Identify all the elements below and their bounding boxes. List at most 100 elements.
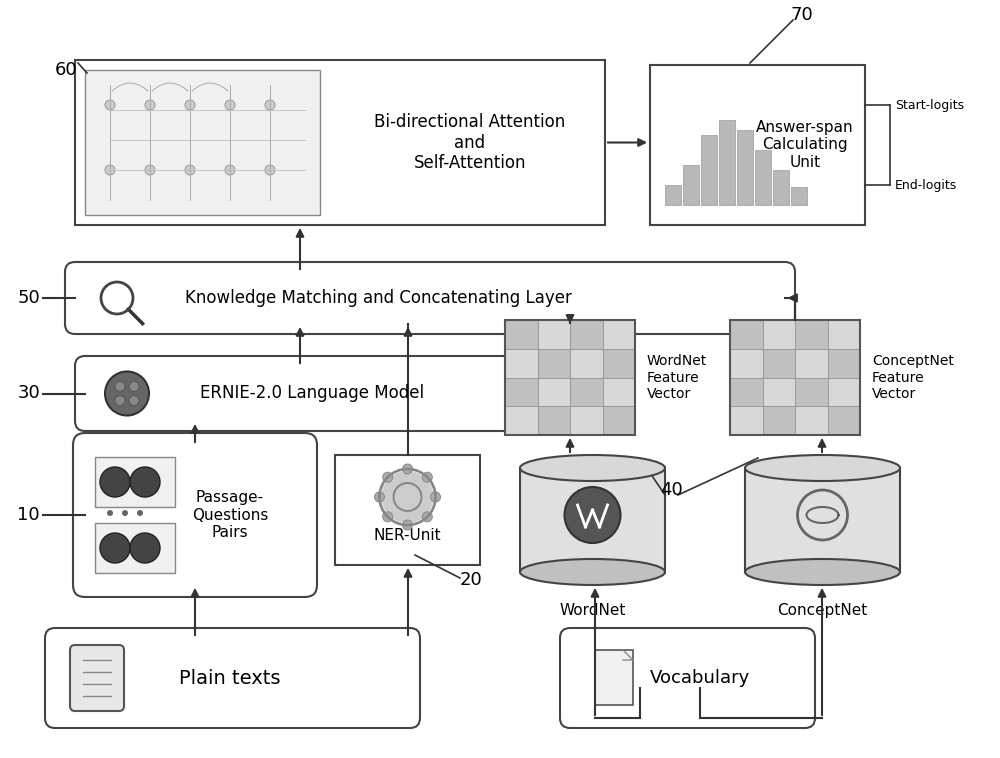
Bar <box>719 120 735 205</box>
Text: Start-logits: Start-logits <box>895 99 964 111</box>
Bar <box>505 320 538 349</box>
Bar <box>570 406 602 435</box>
Circle shape <box>422 512 432 522</box>
Circle shape <box>383 512 393 522</box>
Bar <box>335 455 480 565</box>
Bar <box>75 60 605 225</box>
Bar <box>570 349 602 377</box>
Bar <box>773 170 789 205</box>
Text: 30: 30 <box>17 384 40 402</box>
Text: End-logits: End-logits <box>895 178 957 192</box>
Bar <box>791 187 807 205</box>
Bar <box>520 468 665 572</box>
Circle shape <box>265 100 275 110</box>
Bar <box>763 406 795 435</box>
Bar <box>730 349 763 377</box>
Circle shape <box>422 472 432 482</box>
FancyBboxPatch shape <box>45 628 420 728</box>
Bar <box>763 320 795 349</box>
FancyBboxPatch shape <box>73 433 317 597</box>
Bar <box>828 320 860 349</box>
Bar <box>763 377 795 406</box>
Bar <box>570 377 602 406</box>
Bar <box>730 377 763 406</box>
Bar <box>538 320 570 349</box>
Bar <box>795 377 828 406</box>
Bar <box>538 349 570 377</box>
Circle shape <box>402 464 413 474</box>
Circle shape <box>115 381 125 391</box>
Circle shape <box>115 396 125 406</box>
Circle shape <box>564 487 620 543</box>
Circle shape <box>145 100 155 110</box>
Circle shape <box>382 471 434 523</box>
Bar <box>828 406 860 435</box>
Text: 60: 60 <box>55 61 78 79</box>
Circle shape <box>185 100 195 110</box>
FancyBboxPatch shape <box>65 262 795 334</box>
Circle shape <box>105 100 115 110</box>
Bar <box>570 320 602 349</box>
Bar <box>795 406 828 435</box>
Circle shape <box>402 520 413 530</box>
Circle shape <box>129 381 139 391</box>
Bar <box>602 406 635 435</box>
Circle shape <box>105 165 115 175</box>
Text: Knowledge Matching and Concatenating Layer: Knowledge Matching and Concatenating Lay… <box>185 289 572 307</box>
Bar <box>85 70 320 215</box>
Text: Bi-directional Attention
and
Self-Attention: Bi-directional Attention and Self-Attent… <box>374 113 566 172</box>
Ellipse shape <box>520 559 665 585</box>
Bar <box>595 650 633 705</box>
Bar <box>795 349 828 377</box>
Circle shape <box>137 510 143 516</box>
Text: Passage-
Questions
Pairs: Passage- Questions Pairs <box>192 490 268 540</box>
Bar <box>763 349 795 377</box>
Ellipse shape <box>745 559 900 585</box>
Bar <box>505 320 635 435</box>
Circle shape <box>100 533 130 563</box>
Bar <box>650 65 865 225</box>
Bar <box>730 320 763 349</box>
Bar <box>828 349 860 377</box>
Bar <box>602 349 635 377</box>
FancyBboxPatch shape <box>560 628 815 728</box>
Circle shape <box>130 533 160 563</box>
Bar <box>538 406 570 435</box>
Circle shape <box>185 165 195 175</box>
Ellipse shape <box>745 455 900 481</box>
Bar <box>683 165 699 205</box>
Circle shape <box>107 510 113 516</box>
Bar <box>505 349 538 377</box>
Circle shape <box>374 492 384 502</box>
Text: Answer-span
Calculating
Unit: Answer-span Calculating Unit <box>756 120 854 170</box>
Bar <box>95 523 175 573</box>
Circle shape <box>100 467 130 497</box>
Text: 70: 70 <box>790 6 813 24</box>
Text: 50: 50 <box>17 289 40 307</box>
Text: 10: 10 <box>17 506 40 524</box>
Bar <box>795 320 828 349</box>
Bar <box>737 130 753 205</box>
Bar <box>755 150 771 205</box>
Text: 20: 20 <box>460 571 483 589</box>
Bar <box>828 377 860 406</box>
Bar <box>701 135 717 205</box>
Bar <box>730 320 860 435</box>
Circle shape <box>145 165 155 175</box>
Bar <box>745 468 900 572</box>
Text: Plain texts: Plain texts <box>179 669 281 688</box>
Bar <box>95 457 175 507</box>
Ellipse shape <box>520 455 665 481</box>
Text: WordNet: WordNet <box>559 603 626 618</box>
Text: 40: 40 <box>660 481 683 499</box>
Circle shape <box>430 492 440 502</box>
Circle shape <box>129 396 139 406</box>
Text: ConceptNet
Feature
Vector: ConceptNet Feature Vector <box>872 354 954 401</box>
Bar <box>602 320 635 349</box>
Circle shape <box>265 165 275 175</box>
Bar <box>505 406 538 435</box>
Bar <box>505 377 538 406</box>
Bar <box>665 185 681 205</box>
Circle shape <box>122 510 128 516</box>
FancyBboxPatch shape <box>75 356 525 431</box>
